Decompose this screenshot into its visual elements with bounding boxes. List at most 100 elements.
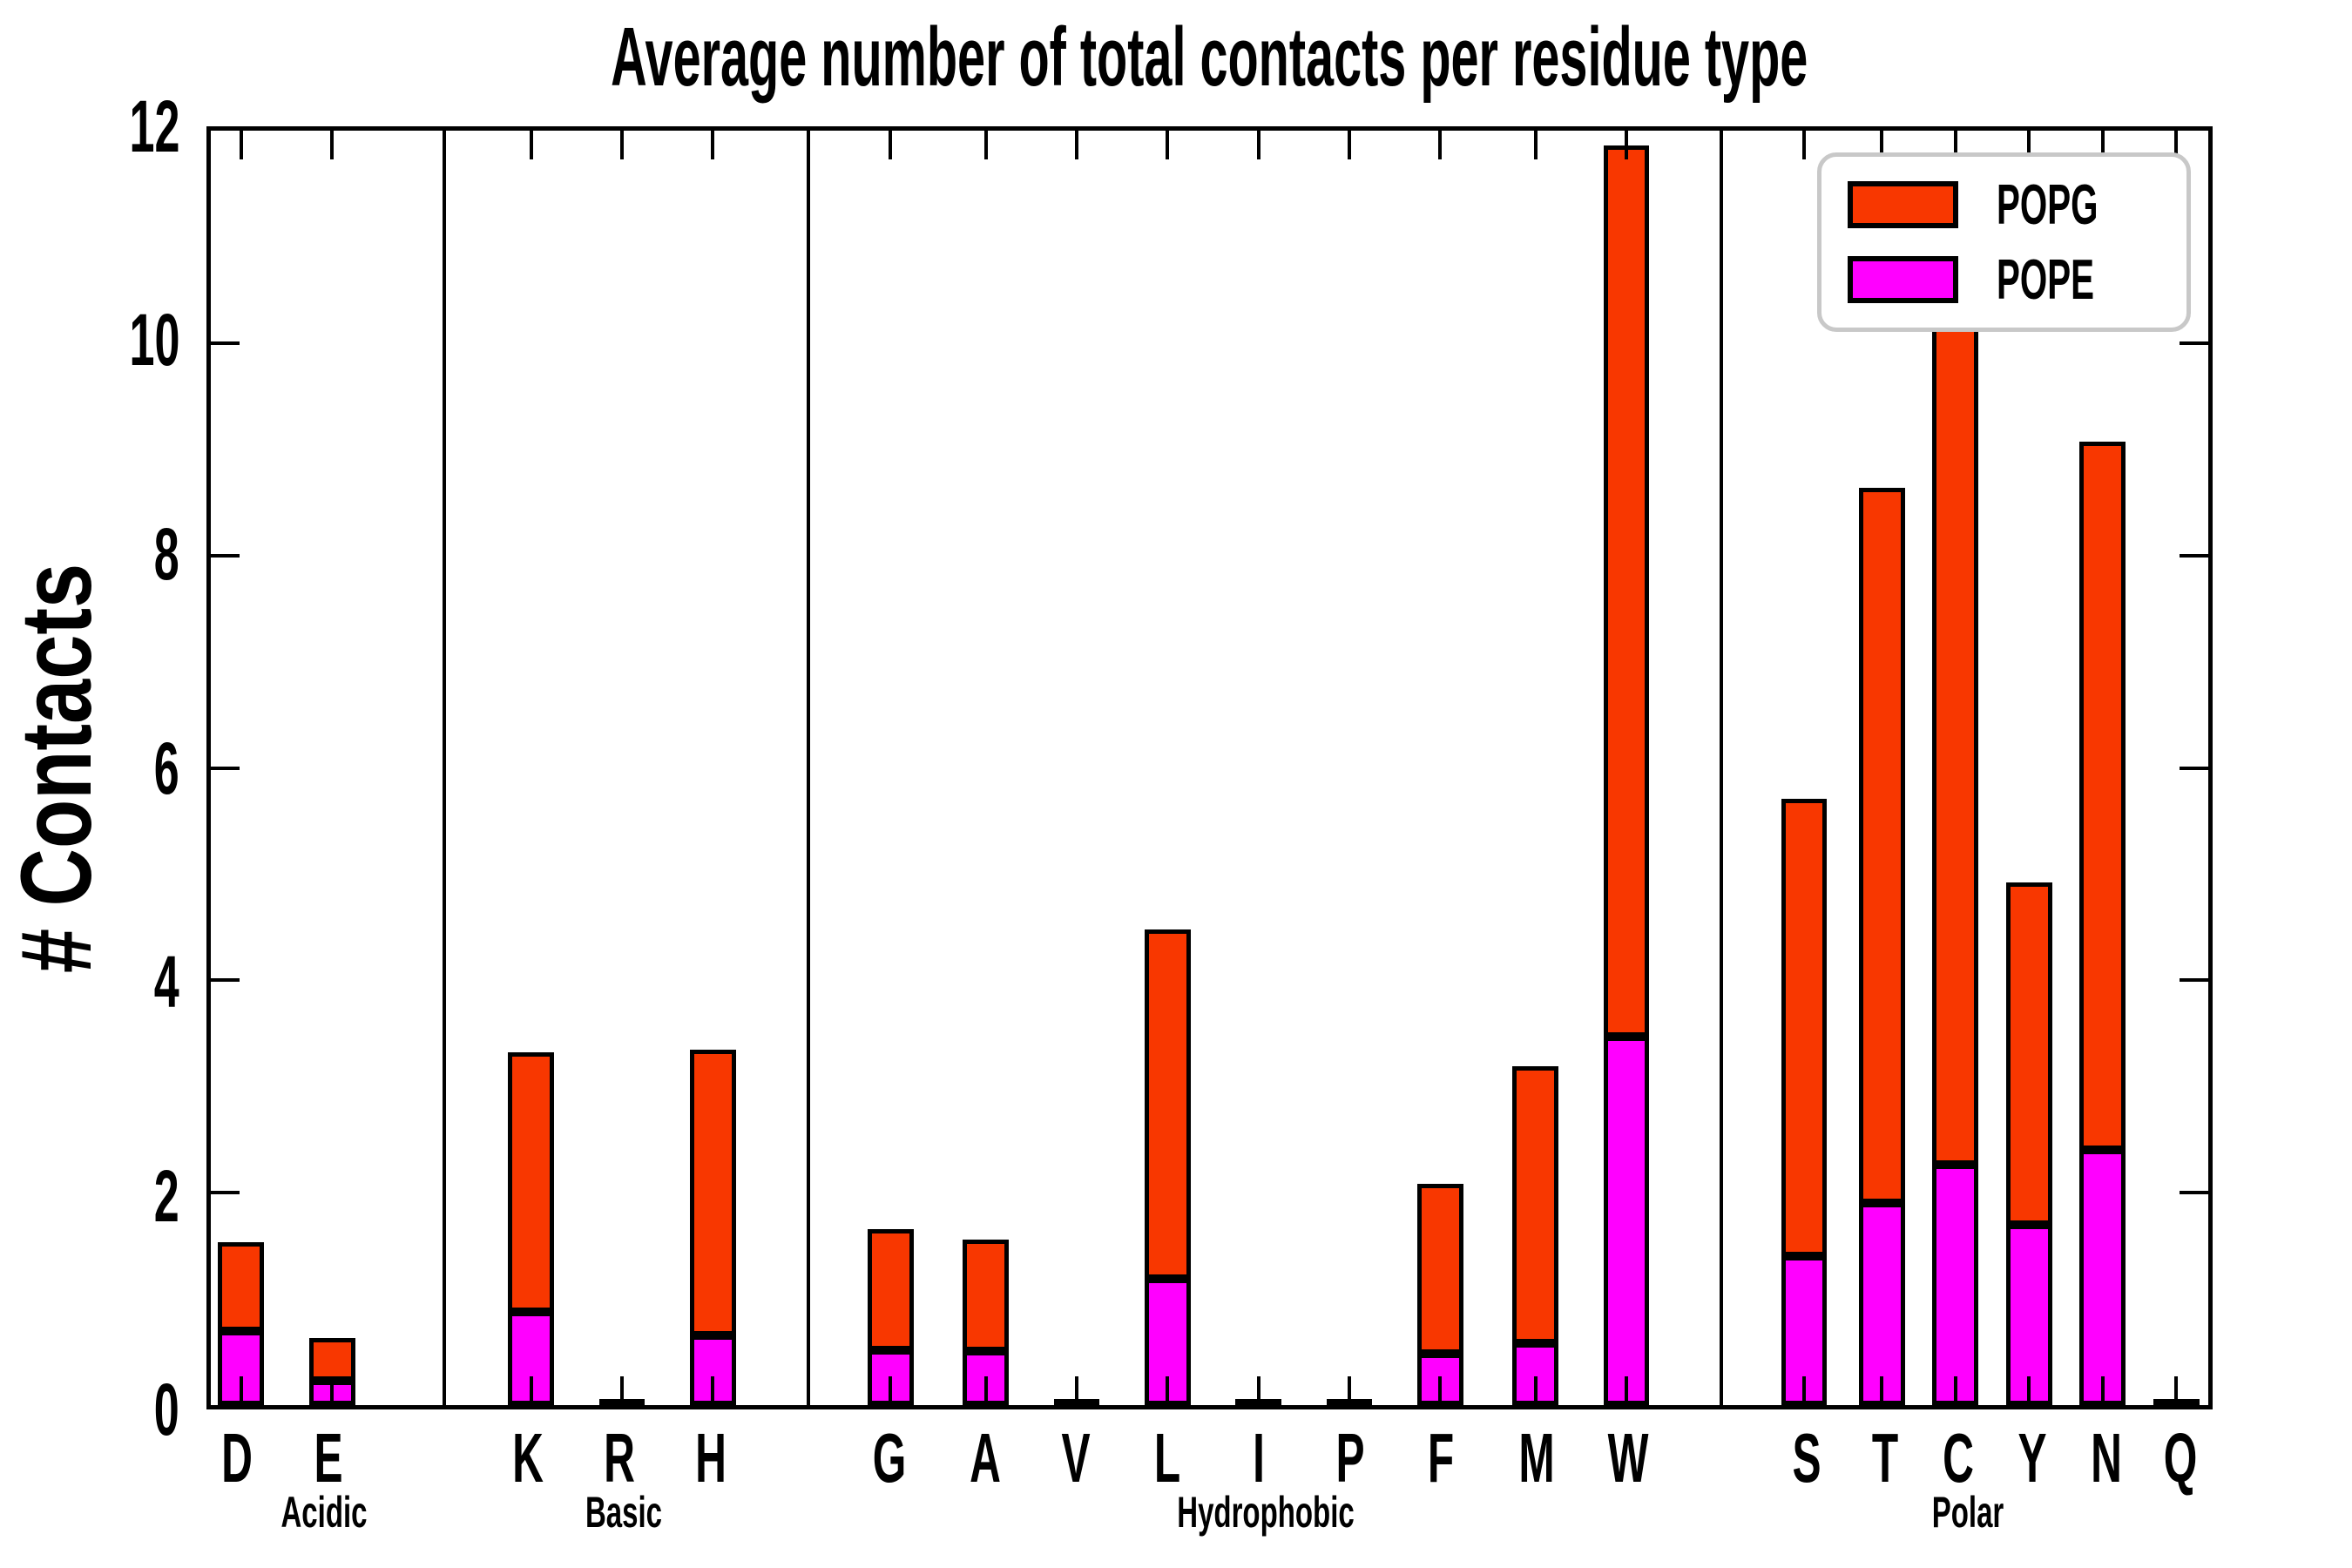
x-tick-label-F: F: [1428, 1419, 1455, 1497]
x-tick-label-V: V: [1061, 1419, 1091, 1497]
x-tick-label-H: H: [695, 1419, 727, 1497]
legend-label-pope: POPE: [1997, 247, 2095, 311]
y-tick-label-0: 0: [154, 1369, 179, 1450]
x-tick-top-Y: [2027, 131, 2031, 159]
x-tick-top-Q: [2174, 131, 2179, 159]
bar-K-popg: [508, 1052, 555, 1312]
x-tick-top-P: [1348, 131, 1351, 159]
bar-F-popg: [1416, 1184, 1463, 1355]
x-tick-label-C: C: [1943, 1419, 1975, 1497]
x-tick-bottom-M: [1533, 1376, 1538, 1405]
x-tick-top-F: [1438, 131, 1443, 159]
x-tick-bottom-R: [620, 1376, 625, 1405]
bar-A-popg: [963, 1239, 1010, 1351]
legend-row-pope: POPE: [1848, 249, 2160, 310]
bar-T-pope: [1858, 1203, 1905, 1405]
y-tick-right-6: [2180, 766, 2208, 770]
x-tick-top-R: [620, 131, 625, 159]
y-tick-left-4: [211, 978, 240, 983]
x-tick-bottom-T: [1880, 1376, 1884, 1405]
group-label-hydrophobic: Hydrophobic: [1177, 1488, 1355, 1537]
bar-L-popg: [1144, 929, 1191, 1279]
y-tick-label-10: 10: [129, 299, 179, 382]
x-tick-bottom-C: [1953, 1376, 1957, 1405]
y-tick-label-2: 2: [154, 1154, 179, 1237]
x-tick-top-M: [1533, 131, 1538, 159]
bar-N-popg: [2079, 442, 2126, 1151]
x-tick-label-S: S: [1792, 1419, 1821, 1497]
group-labels: Acidic Basic Hydrophobic Polar: [206, 1488, 2213, 1540]
legend-swatch-pope: [1848, 256, 1959, 303]
x-tick-bottom-V: [1075, 1376, 1078, 1405]
x-tick-top-S: [1801, 131, 1806, 159]
group-separator-line: [443, 131, 447, 1405]
x-tick-label-M: M: [1518, 1419, 1555, 1497]
y-tick-label-4: 4: [154, 940, 179, 1023]
x-tick-bottom-E: [330, 1376, 335, 1405]
bar-H-popg: [690, 1049, 736, 1335]
x-tick-bottom-K: [529, 1376, 533, 1405]
bar-C-pope: [1932, 1165, 1979, 1405]
x-tick-top-T: [1880, 131, 1884, 159]
x-tick-top-H: [711, 131, 715, 159]
x-tick-bottom-N: [2100, 1376, 2105, 1405]
x-tick-bottom-P: [1348, 1376, 1351, 1405]
x-tick-label-A: A: [969, 1419, 1001, 1497]
x-tick-bottom-I: [1256, 1376, 1260, 1405]
bar-N-pope: [2079, 1150, 2126, 1405]
x-tick-bottom-W: [1625, 1376, 1629, 1405]
chart-title-row: Average number of total contacts per res…: [206, 12, 2213, 103]
y-tick-left-10: [211, 341, 240, 345]
bar-Y-pope: [2005, 1224, 2052, 1405]
x-tick-top-K: [529, 131, 533, 159]
bar-S-popg: [1781, 798, 1828, 1257]
y-tick-right-10: [2180, 341, 2208, 345]
x-tick-top-W: [1625, 131, 1629, 159]
y-tick-right-2: [2180, 1191, 2208, 1195]
x-tick-bottom-S: [1801, 1376, 1806, 1405]
group-label-basic: Basic: [585, 1488, 663, 1537]
y-tick-left-6: [211, 766, 240, 770]
legend: POPG POPE: [1817, 152, 2191, 332]
bar-T-popg: [1858, 487, 1905, 1204]
x-tick-label-D: D: [221, 1419, 253, 1497]
y-tick-label-8: 8: [154, 512, 179, 595]
y-tick-label-6: 6: [154, 727, 179, 809]
bar-H-pope: [690, 1335, 736, 1405]
x-tick-top-N: [2100, 131, 2105, 159]
plot-area: POPG POPE: [206, 126, 2213, 1409]
y-tick-labels: 0 2 4 6 8 10 12: [0, 87, 185, 1449]
x-tick-top-I: [1256, 131, 1260, 159]
legend-swatch-popg: [1848, 181, 1959, 228]
x-tick-label-Y: Y: [2017, 1419, 2047, 1497]
bar-C-popg: [1932, 240, 1979, 1166]
x-tick-bottom-L: [1166, 1376, 1170, 1405]
legend-label-popg: POPG: [1997, 172, 2099, 236]
bar-W-popg: [1603, 145, 1650, 1037]
x-tick-top-A: [983, 131, 988, 159]
y-tick-right-8: [2180, 553, 2208, 558]
chart-title: Average number of total contacts per res…: [611, 10, 1808, 104]
x-tick-top-C: [1953, 131, 1957, 159]
bar-M-popg: [1512, 1066, 1559, 1344]
group-separator-line: [1720, 131, 1724, 1405]
x-tick-label-I: I: [1253, 1419, 1265, 1497]
x-tick-top-L: [1166, 131, 1170, 159]
x-tick-top-D: [239, 131, 243, 159]
x-tick-top-G: [889, 131, 893, 159]
x-tick-label-P: P: [1335, 1419, 1365, 1497]
x-tick-bottom-G: [889, 1376, 893, 1405]
x-tick-label-R: R: [604, 1419, 636, 1497]
x-tick-bottom-Q: [2174, 1376, 2179, 1405]
group-separator-line: [806, 131, 810, 1405]
bar-G-popg: [867, 1228, 914, 1350]
x-tick-label-N: N: [2091, 1419, 2123, 1497]
bar-D-popg: [218, 1242, 265, 1331]
y-tick-left-8: [211, 553, 240, 558]
x-tick-bottom-Y: [2027, 1376, 2031, 1405]
group-label-polar: Polar: [1931, 1488, 2004, 1537]
bar-W-pope: [1603, 1036, 1650, 1405]
bar-E-popg: [308, 1338, 355, 1381]
